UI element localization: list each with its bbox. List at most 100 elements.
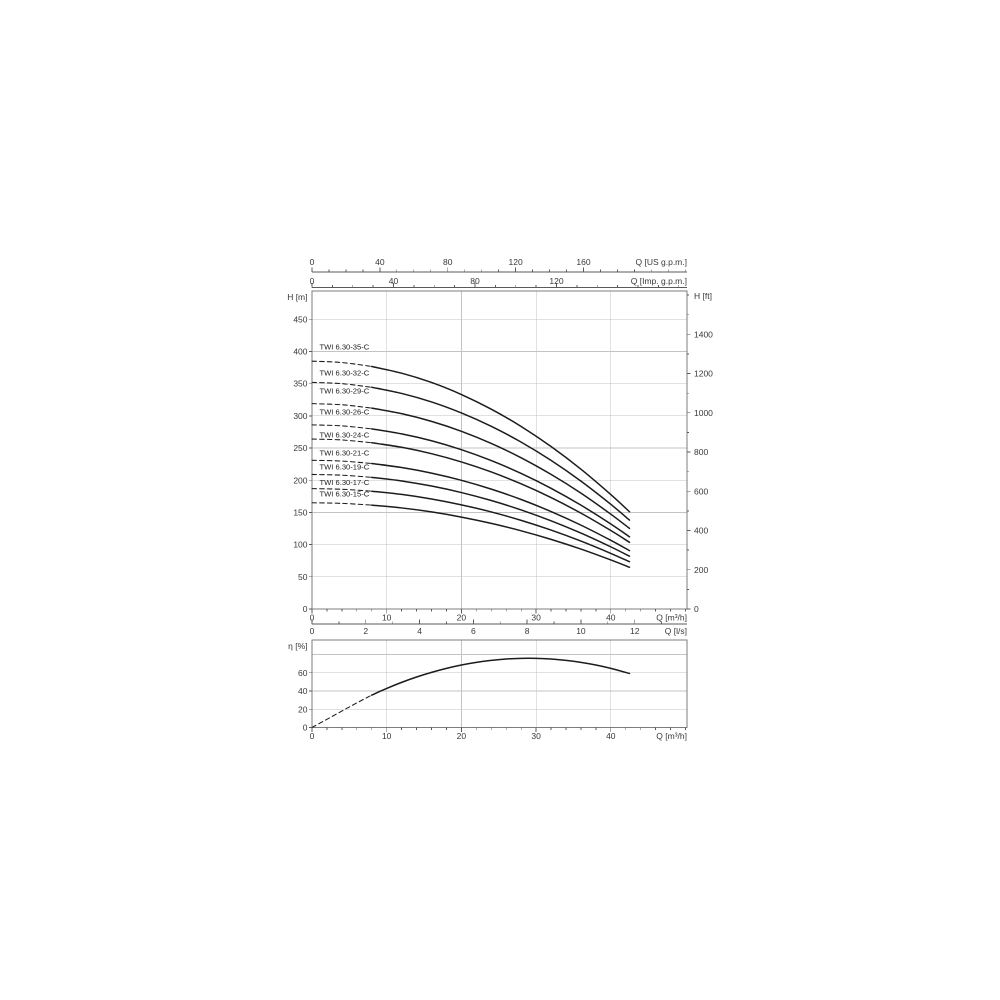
efficiency-chart-curves <box>311 657 631 729</box>
axis-tick-label: 0 <box>310 613 315 623</box>
axis-tick-label: 0 <box>310 276 315 286</box>
axis-unit-label: Q [m³/h] <box>656 613 687 623</box>
pump-curve-dashed-segment <box>311 360 373 368</box>
axis-tick-label: 400 <box>293 347 307 357</box>
axis-q-impgpm: 0 40 80 120 Q [Imp. g.p.m.] <box>310 276 687 288</box>
pump-curve <box>371 441 631 544</box>
axis-tick-label: 0 <box>310 626 315 636</box>
axis-tick-label: 40 <box>389 276 399 286</box>
axis-tick-label: 20 <box>457 731 467 741</box>
axis-tick-label: 350 <box>293 379 307 389</box>
efficiency-chart: 0 10 20 30 40 Q [m³/h] 0 20 40 60 η [%] <box>288 639 688 741</box>
axis-tick-label: 40 <box>375 257 385 267</box>
pump-curve-dashed-segment <box>311 473 373 478</box>
axis-q-m3h: 0 10 20 30 40 Q [m³/h] <box>310 609 687 623</box>
axis-tick-label: 20 <box>298 704 308 714</box>
axis-ticks <box>309 672 312 728</box>
axis-tick-label: 10 <box>382 613 392 623</box>
head-flow-chart: TWI 6.30-35-C TWI 6.30-32-C TWI 6.30-29-C T… <box>287 257 713 636</box>
axis-tick-label: 0 <box>310 731 315 741</box>
axis-tick-label: 30 <box>531 613 541 623</box>
axis-unit-label: Q [US g.p.m.] <box>636 257 688 267</box>
axis-unit-label: Q [Imp. g.p.m.] <box>631 276 687 286</box>
axis-tick-label: 800 <box>694 447 708 457</box>
axis-tick-label: 1000 <box>694 408 713 418</box>
axis-tick-label: 50 <box>298 572 308 582</box>
head-flow-chart-grid <box>312 291 687 609</box>
pump-curve-dashed-segment <box>311 424 373 430</box>
efficiency-chart-grid <box>312 640 687 728</box>
axis-tick-label: 60 <box>298 668 308 678</box>
axis-tick-label: 80 <box>470 276 480 286</box>
axis-tick-label: 600 <box>694 486 708 496</box>
axis-ticks <box>311 283 680 288</box>
curve-label: TWI 6.30-35-C <box>319 343 369 352</box>
axis-tick-label: 150 <box>293 507 307 517</box>
axis-tick-label: 200 <box>293 475 307 485</box>
curve-label: TWI 6.30-15-C <box>319 489 369 498</box>
curve-label: TWI 6.30-17-C <box>319 478 369 487</box>
axis-tick-label: 120 <box>549 276 563 286</box>
curve-label: TWI 6.30-21-C <box>319 449 369 458</box>
pump-curve <box>371 657 631 696</box>
axis-ticks <box>311 609 686 614</box>
axis-tick-label: 300 <box>293 411 307 421</box>
axis-h-m: 0 50 100 150 200 250 300 350 400 450 H [m] <box>287 292 312 614</box>
axis-tick-label: 30 <box>531 731 541 741</box>
pump-curve <box>371 462 631 552</box>
pump-curve <box>371 504 631 569</box>
axis-q-m3h-eta: 0 10 20 30 40 Q [m³/h] <box>310 727 687 741</box>
pump-curve-dashed-segment <box>311 694 373 729</box>
axis-tick-label: 0 <box>303 723 308 733</box>
head-flow-chart-frame <box>311 290 688 610</box>
axis-ticks <box>311 727 686 732</box>
axis-unit-label: Q [m³/h] <box>656 731 687 741</box>
axis-tick-label: 40 <box>606 613 616 623</box>
axis-tick-label: 12 <box>630 626 640 636</box>
axis-ticks <box>311 267 686 272</box>
pump-curve-dashed-segment <box>311 502 373 506</box>
axis-tick-label: 120 <box>509 257 523 267</box>
axis-tick-label: 400 <box>694 526 708 536</box>
pump-curve <box>371 365 631 513</box>
axis-tick-label: 100 <box>293 540 307 550</box>
efficiency-chart-frame <box>311 639 688 728</box>
axis-ticks <box>687 294 691 610</box>
head-flow-chart-curves <box>311 360 631 569</box>
curve-label: TWI 6.30-24-C <box>319 430 369 439</box>
pump-curve <box>371 490 631 563</box>
axis-q-usgpm: 0 40 80 120 160 Q [US g.p.m.] <box>310 257 688 273</box>
pump-curve <box>371 476 631 557</box>
axis-tick-label: 1200 <box>694 369 713 379</box>
axis-tick-label: 0 <box>303 604 308 614</box>
axis-tick-label: 8 <box>525 626 530 636</box>
axis-unit-label: H [m] <box>287 292 307 302</box>
axis-unit-label: Q [l/s] <box>665 626 687 636</box>
axis-unit-label: η [%] <box>288 641 307 651</box>
pump-curve <box>371 407 631 530</box>
axis-ticks <box>311 619 662 624</box>
pump-curve <box>371 428 631 538</box>
axis-tick-label: 40 <box>606 731 616 741</box>
axis-tick-label: 160 <box>576 257 590 267</box>
axis-tick-label: 0 <box>694 604 699 614</box>
axis-q-ls: 0 2 4 6 8 10 12 Q [l/s] <box>310 619 687 636</box>
axis-unit-label: H [ft] <box>694 291 712 301</box>
axis-ticks <box>309 318 312 610</box>
axis-tick-label: 80 <box>443 257 453 267</box>
axis-tick-label: 6 <box>471 626 476 636</box>
axis-tick-label: 450 <box>293 314 307 324</box>
axis-tick-label: 200 <box>694 565 708 575</box>
curve-label: TWI 6.30-32-C <box>319 368 369 377</box>
axis-tick-label: 40 <box>298 686 308 696</box>
axis-tick-label: 20 <box>457 613 467 623</box>
curve-label: TWI 6.30-26-C <box>319 408 369 417</box>
axis-tick-label: 10 <box>576 626 586 636</box>
axis-tick-label: 2 <box>363 626 368 636</box>
axis-h-ft: 0 200 400 600 800 1000 1200 1400 H [ft] <box>687 291 713 614</box>
pump-curve <box>371 386 631 521</box>
pump-curve-dashed-segment <box>311 438 373 444</box>
axis-tick-label: 10 <box>382 731 392 741</box>
